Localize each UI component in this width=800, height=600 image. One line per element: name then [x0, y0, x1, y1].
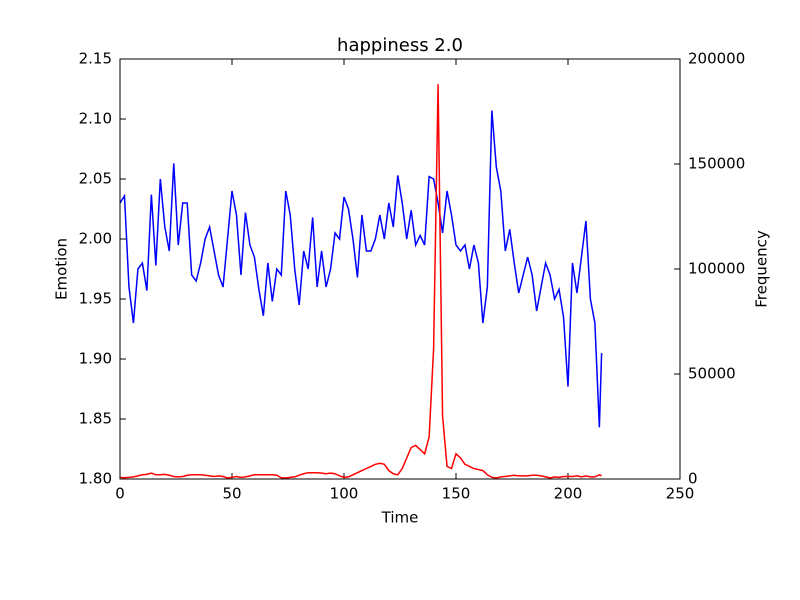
- y-tick-label: 2.05: [79, 170, 112, 188]
- y2-axis-label: Frequency: [753, 230, 771, 308]
- x-tick-label: 250: [666, 485, 695, 503]
- x-tick-label: 150: [442, 485, 471, 503]
- y2-tick-label: 150000: [688, 155, 745, 173]
- x-tick-label: 0: [115, 485, 125, 503]
- y2-tick-label: 50000: [688, 365, 736, 383]
- y-tick-label: 2.10: [79, 110, 112, 128]
- chart-title: happiness 2.0: [337, 35, 463, 56]
- y2-tick-label: 100000: [688, 260, 745, 278]
- y-tick-label: 1.85: [79, 410, 112, 428]
- y-tick-label: 1.95: [79, 290, 112, 308]
- x-tick-label: 200: [554, 485, 583, 503]
- x-tick-label: 50: [222, 485, 241, 503]
- y-tick-label: 1.80: [79, 470, 112, 488]
- y-tick-label: 1.90: [79, 350, 112, 368]
- y-axis-label: Emotion: [53, 238, 71, 300]
- y-tick-label: 2.15: [79, 50, 112, 68]
- x-tick-label: 100: [330, 485, 359, 503]
- y2-tick-label: 0: [688, 470, 698, 488]
- series-line: [119, 110, 603, 428]
- y-tick-label: 2.00: [79, 230, 112, 248]
- series-line: [119, 84, 602, 479]
- x-axis-label: Time: [381, 509, 419, 527]
- y2-tick-label: 200000: [688, 50, 745, 68]
- plot-frame: [119, 58, 681, 480]
